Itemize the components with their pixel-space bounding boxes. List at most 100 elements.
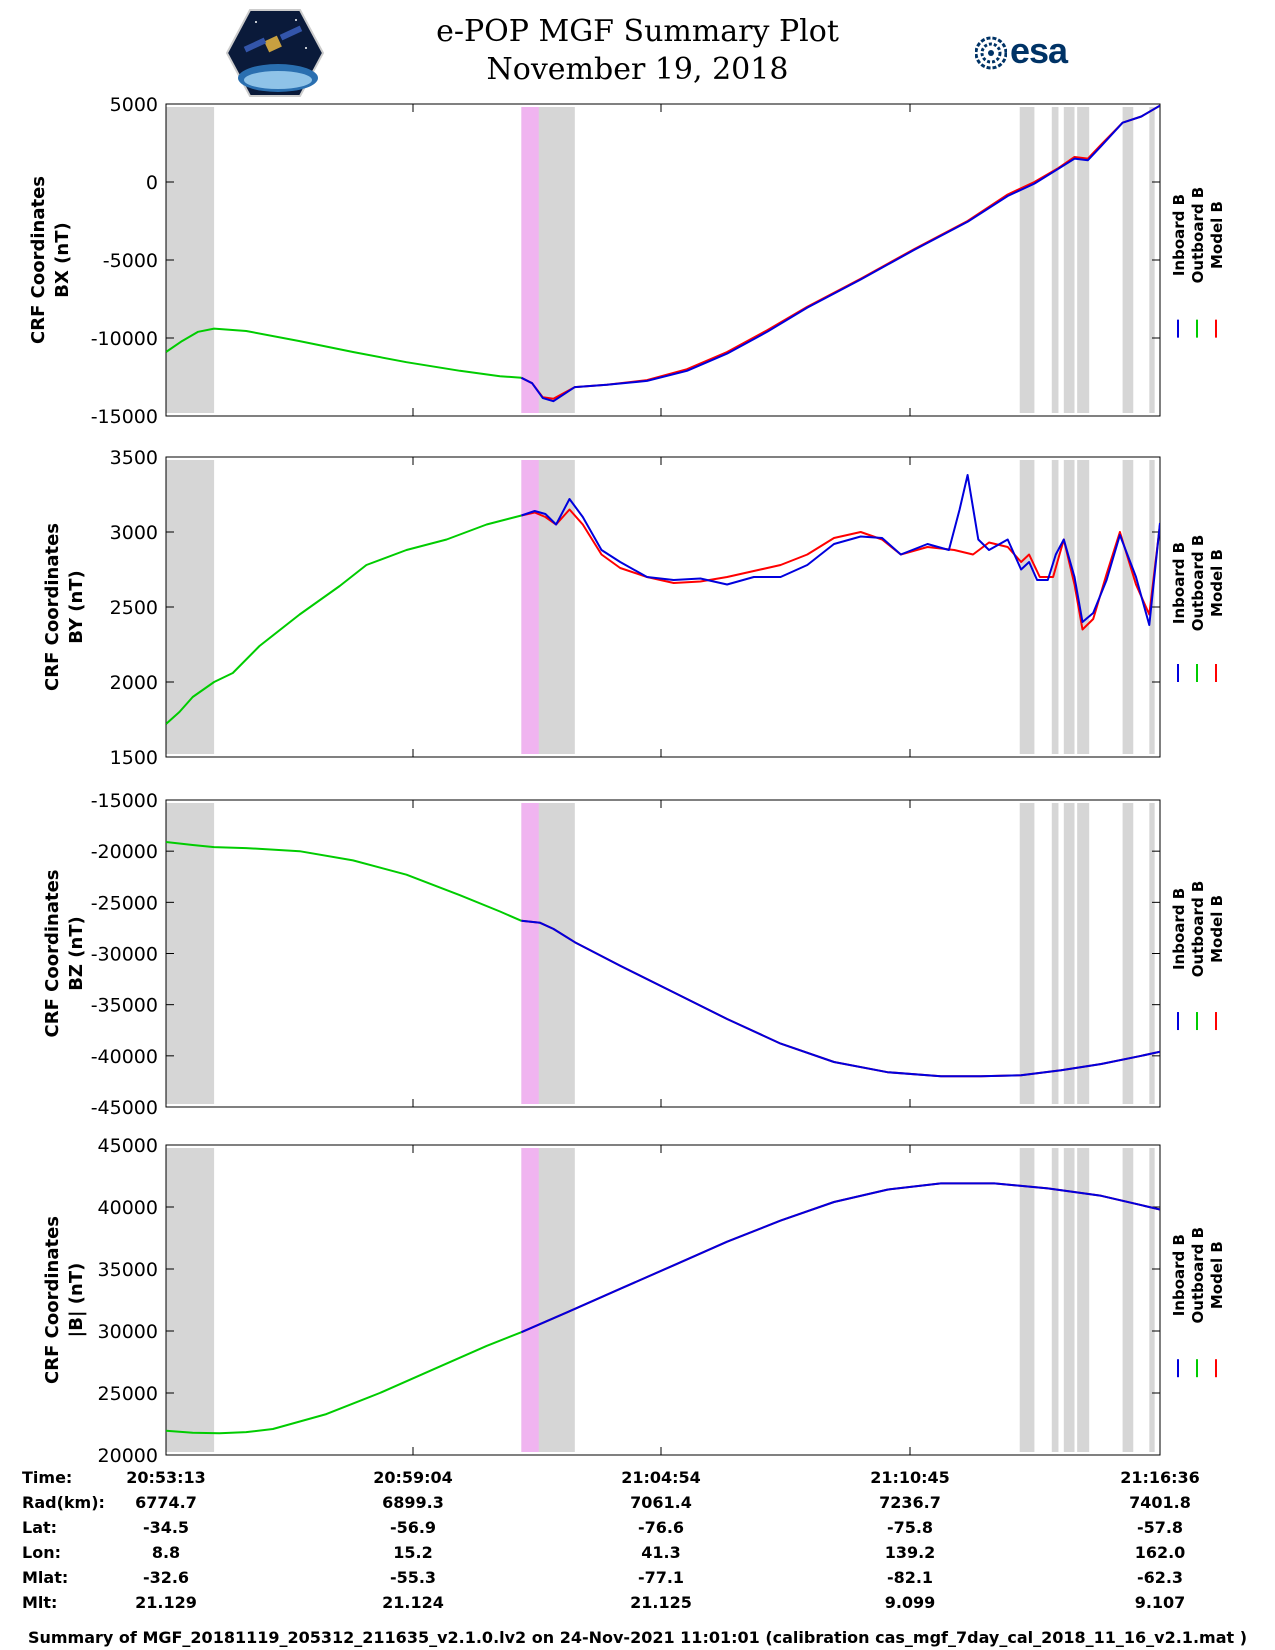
legend-label-model: Model B — [1208, 1241, 1226, 1309]
event-band — [521, 460, 539, 754]
event-band — [521, 803, 539, 1104]
y-axis-label-line2: |B| (nT) — [66, 1263, 87, 1338]
satellite-hexagon-logo-icon — [226, 9, 324, 97]
event-band — [521, 1148, 539, 1452]
legend-label-inboard: Inboard B — [1170, 542, 1188, 624]
y-tick-label: 35000 — [98, 1259, 158, 1281]
y-tick-label: -5000 — [103, 250, 158, 272]
y-axis-label-line2: BX (nT) — [52, 222, 73, 297]
chart-panel-bz: -15000 -20000 -25000 -30000 -35000 -40000 -450… — [42, 790, 1226, 1119]
series-line-inboard — [521, 919, 1160, 1078]
chart-panel-bmag: 45000 40000 35000 30000 25000 20000 CRF Coordi… — [42, 1135, 1226, 1467]
gap-band — [1051, 803, 1059, 1104]
gap-band — [166, 107, 215, 413]
y-tick-label: 25000 — [98, 1383, 158, 1405]
y-axis-label-line1: CRF Coordinates — [42, 1216, 63, 1384]
y-tick-label: -35000 — [91, 995, 158, 1017]
series-line-outboard — [166, 327, 522, 379]
series-line-inboard — [521, 1182, 1160, 1334]
header: e-POP MGF Summary Plot November 19, 2018… — [0, 0, 1275, 100]
gap-band — [1019, 460, 1035, 754]
chart-panel-by: 3500 3000 2500 2000 1500 CRF Coordinates BY (n… — [42, 447, 1226, 769]
legend-label-outboard: Outboard B — [1189, 187, 1207, 284]
series-line-outboard — [166, 841, 522, 922]
y-axis-label-line1: CRF Coordinates — [42, 870, 63, 1038]
gap-band — [1122, 107, 1134, 413]
y-tick-label: 0 — [146, 172, 158, 194]
y-tick-label: -20000 — [91, 841, 158, 863]
y-tick-label: -10000 — [91, 328, 158, 350]
chart-panel-bx: 5000 0 -5000 -10000 -15000 CRF Coordinates BX … — [28, 94, 1226, 428]
y-axis-label: CRF Coordinates BZ (nT) — [42, 870, 87, 1038]
legend-label-outboard: Outboard B — [1189, 535, 1207, 632]
gap-band — [1122, 460, 1134, 754]
gap-band — [1122, 1148, 1134, 1452]
esa-swirl-icon — [975, 36, 1007, 70]
gap-band — [166, 460, 215, 754]
legend-label-model: Model B — [1208, 201, 1226, 269]
gap-band — [1077, 1148, 1090, 1452]
footer-caption: Summary of MGF_20181119_205312_211635_v2… — [27, 1628, 1248, 1647]
y-tick-label: 1500 — [110, 747, 158, 769]
event-band — [521, 107, 539, 413]
gap-band — [1149, 1148, 1155, 1452]
legend-label-model: Model B — [1208, 549, 1226, 617]
series-line-outboard — [166, 514, 522, 725]
y-axis-label: CRF Coordinates BY (nT) — [42, 523, 87, 691]
gap-band — [1019, 803, 1035, 1104]
gap-band — [166, 1148, 215, 1452]
legend-label-inboard: Inboard B — [1170, 1234, 1188, 1316]
gap-band — [1149, 107, 1155, 413]
y-tick-label: 20000 — [98, 1445, 158, 1467]
y-tick-label: -15000 — [91, 406, 158, 428]
y-tick-label: 3000 — [110, 522, 158, 544]
y-tick-label: 3500 — [110, 447, 158, 469]
legend-label-outboard: Outboard B — [1189, 1227, 1207, 1324]
y-tick-label: -25000 — [91, 892, 158, 914]
gap-band — [1019, 1148, 1035, 1452]
y-axis-label-line2: BZ (nT) — [66, 916, 87, 991]
y-tick-label: 40000 — [98, 1197, 158, 1219]
y-axis-label-line2: BY (nT) — [66, 570, 87, 644]
gap-band — [1077, 803, 1090, 1104]
y-axis-label-line1: CRF Coordinates — [42, 523, 63, 691]
gap-band — [1063, 107, 1075, 413]
y-tick-label: -40000 — [91, 1046, 158, 1068]
series-line-inboard — [521, 474, 1160, 626]
gap-band — [1019, 107, 1035, 413]
y-tick-label: -30000 — [91, 944, 158, 966]
y-tick-label: 2500 — [110, 597, 158, 619]
gap-band — [1077, 107, 1090, 413]
gap-band — [1051, 460, 1059, 754]
legend-label-inboard: Inboard B — [1170, 194, 1188, 276]
gap-band — [1077, 460, 1090, 754]
series-line-outboard — [166, 1331, 522, 1435]
gap-band — [166, 803, 215, 1104]
gap-band — [1122, 803, 1134, 1104]
y-tick-label: -45000 — [91, 1097, 158, 1119]
plot-date: November 19, 2018 — [486, 52, 789, 87]
legend-label-inboard: Inboard B — [1170, 888, 1188, 970]
axes-frame — [165, 103, 1161, 417]
axes-frame — [165, 1144, 1161, 1456]
series-line-inboard — [520, 104, 1160, 403]
y-tick-label: -15000 — [91, 790, 158, 812]
axes-frame — [165, 799, 1161, 1108]
gap-band — [1063, 1148, 1075, 1452]
page-title: e-POP MGF Summary Plot — [436, 14, 839, 49]
y-axis-label: CRF Coordinates BX (nT) — [28, 176, 73, 344]
legend-label-outboard: Outboard B — [1189, 881, 1207, 978]
y-axis-label-line1: CRF Coordinates — [28, 176, 49, 344]
gap-band — [1063, 460, 1075, 754]
y-tick-label: 5000 — [110, 94, 158, 116]
y-tick-label: 2000 — [110, 672, 158, 694]
axes-frame — [165, 456, 1161, 758]
y-tick-label: 45000 — [98, 1135, 158, 1157]
gap-band — [1051, 107, 1059, 413]
gap-band — [1063, 803, 1075, 1104]
y-axis-label: CRF Coordinates |B| (nT) — [42, 1216, 87, 1384]
gap-band — [1149, 803, 1155, 1104]
esa-logo-text: esa — [1010, 30, 1068, 71]
gap-band — [1051, 1148, 1059, 1452]
